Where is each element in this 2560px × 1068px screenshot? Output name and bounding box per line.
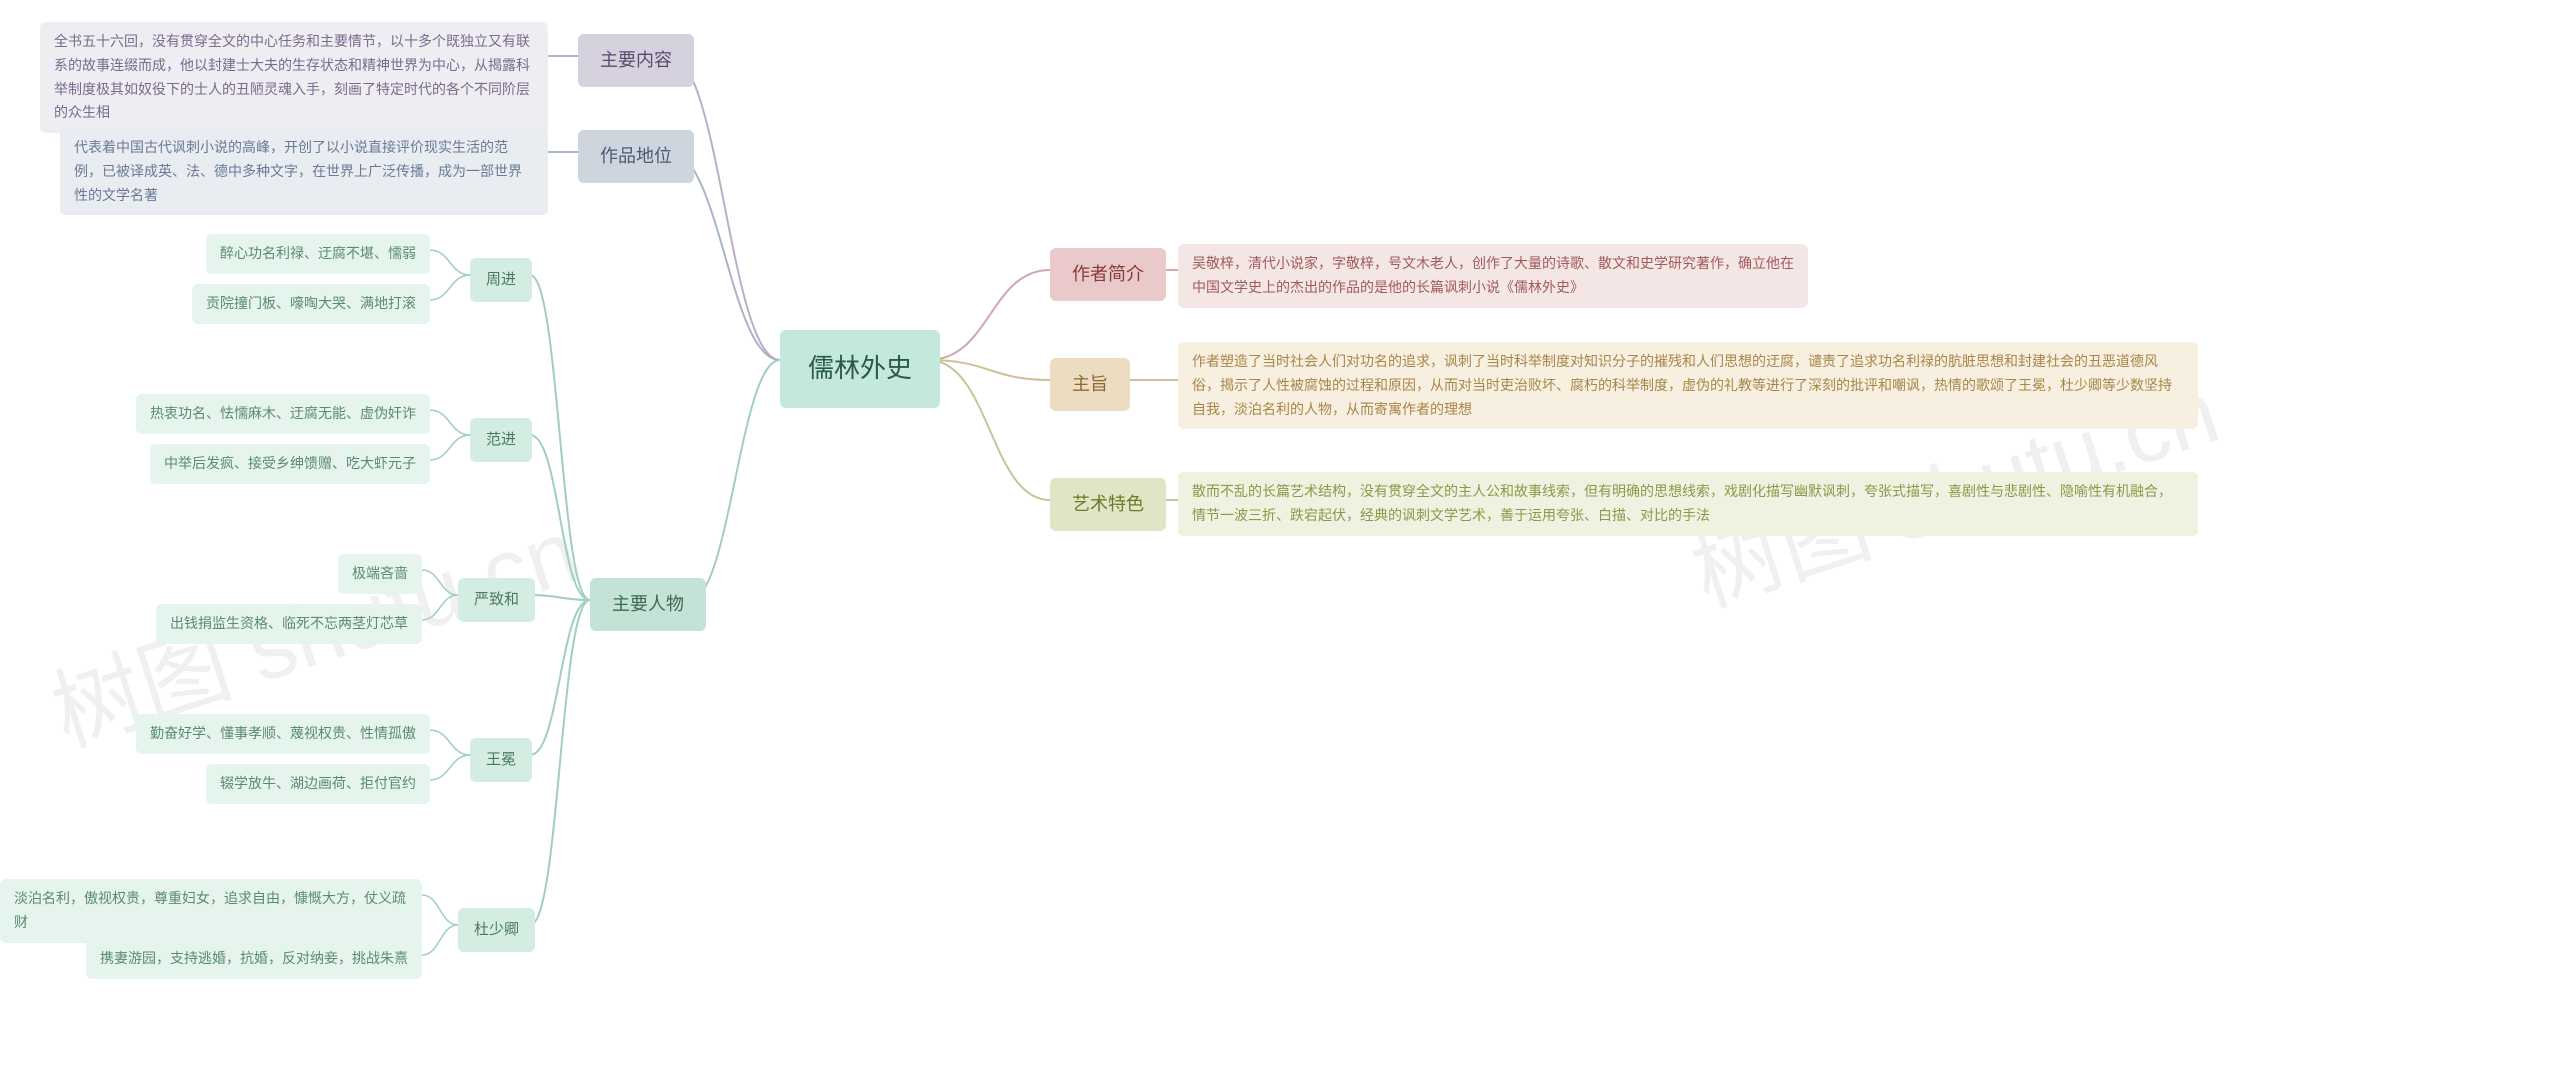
person-wangmian[interactable]: 王冕 — [470, 738, 532, 782]
trait: 勤奋好学、懂事孝顺、蔑视权贵、性情孤傲 — [136, 714, 430, 754]
theme-text: 作者塑造了当时社会人们对功名的追求，讽刺了当时科举制度对知识分子的摧残和人们思想… — [1178, 342, 2198, 429]
trait: 淡泊名利，傲视权贵，尊重妇女，追求自由，慷慨大方，仗义疏财 — [0, 879, 422, 943]
trait: 辍学放牛、湖边画荷、拒付官约 — [206, 764, 430, 804]
branch-characters[interactable]: 主要人物 — [590, 578, 706, 631]
art-text: 散而不乱的长篇艺术结构，没有贯穿全文的主人公和故事线索，但有明确的思想线索，戏剧… — [1178, 472, 2198, 536]
person-yanzhihe[interactable]: 严致和 — [458, 578, 535, 622]
trait: 中举后发疯、接受乡绅馈赠、吃大虾元子 — [150, 444, 430, 484]
branch-author[interactable]: 作者简介 — [1050, 248, 1166, 301]
trait: 醉心功名利禄、迂腐不堪、懦弱 — [206, 234, 430, 274]
trait: 携妻游园，支持逃婚，抗婚，反对纳妾，挑战朱熹 — [86, 939, 422, 979]
branch-status[interactable]: 作品地位 — [578, 130, 694, 183]
content-text: 全书五十六回，没有贯穿全文的中心任务和主要情节，以十多个既独立又有联系的故事连缀… — [40, 22, 548, 133]
person-dushaoqing[interactable]: 杜少卿 — [458, 908, 535, 952]
root-node[interactable]: 儒林外史 — [780, 330, 940, 408]
branch-art[interactable]: 艺术特色 — [1050, 478, 1166, 531]
trait: 热衷功名、怯懦麻木、迂腐无能、虚伪奸诈 — [136, 394, 430, 434]
branch-theme[interactable]: 主旨 — [1050, 358, 1130, 411]
trait: 贡院撞门板、嚎啕大哭、满地打滚 — [192, 284, 430, 324]
person-zhoujin[interactable]: 周进 — [470, 258, 532, 302]
person-fanjin[interactable]: 范进 — [470, 418, 532, 462]
trait: 出钱捐监生资格、临死不忘两茎灯芯草 — [156, 604, 422, 644]
status-text: 代表着中国古代讽刺小说的高峰，开创了以小说直接评价现实生活的范例，已被译成英、法… — [60, 128, 548, 215]
trait: 极端吝啬 — [338, 554, 422, 594]
author-text: 吴敬梓，清代小说家，字敬梓，号文木老人，创作了大量的诗歌、散文和史学研究著作，确… — [1178, 244, 1808, 308]
branch-content[interactable]: 主要内容 — [578, 34, 694, 87]
